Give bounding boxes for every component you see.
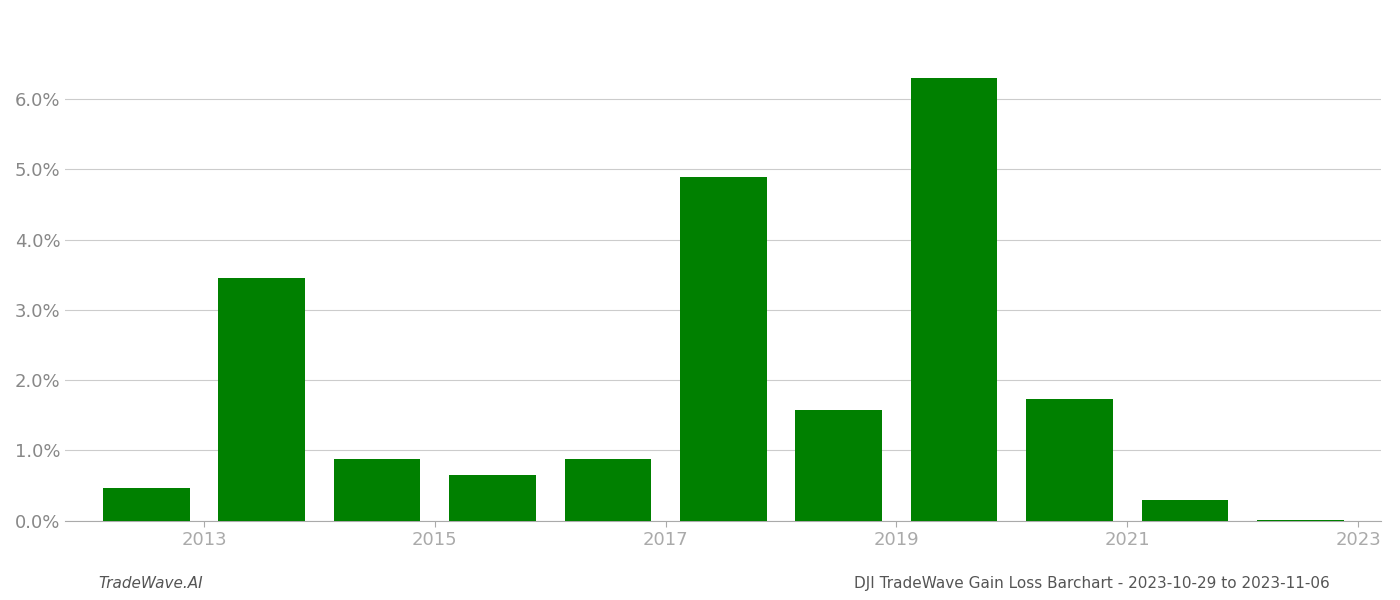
Text: TradeWave.AI: TradeWave.AI [98,576,203,591]
Bar [1141,500,1228,521]
Bar [218,278,305,521]
Bar [564,459,651,521]
Bar [104,488,189,521]
Text: DJI TradeWave Gain Loss Barchart - 2023-10-29 to 2023-11-06: DJI TradeWave Gain Loss Barchart - 2023-… [854,576,1330,591]
Bar [680,176,767,521]
Bar [911,78,997,521]
Bar [795,410,882,521]
Bar [1026,399,1113,521]
Bar [449,475,536,521]
Bar [333,459,420,521]
